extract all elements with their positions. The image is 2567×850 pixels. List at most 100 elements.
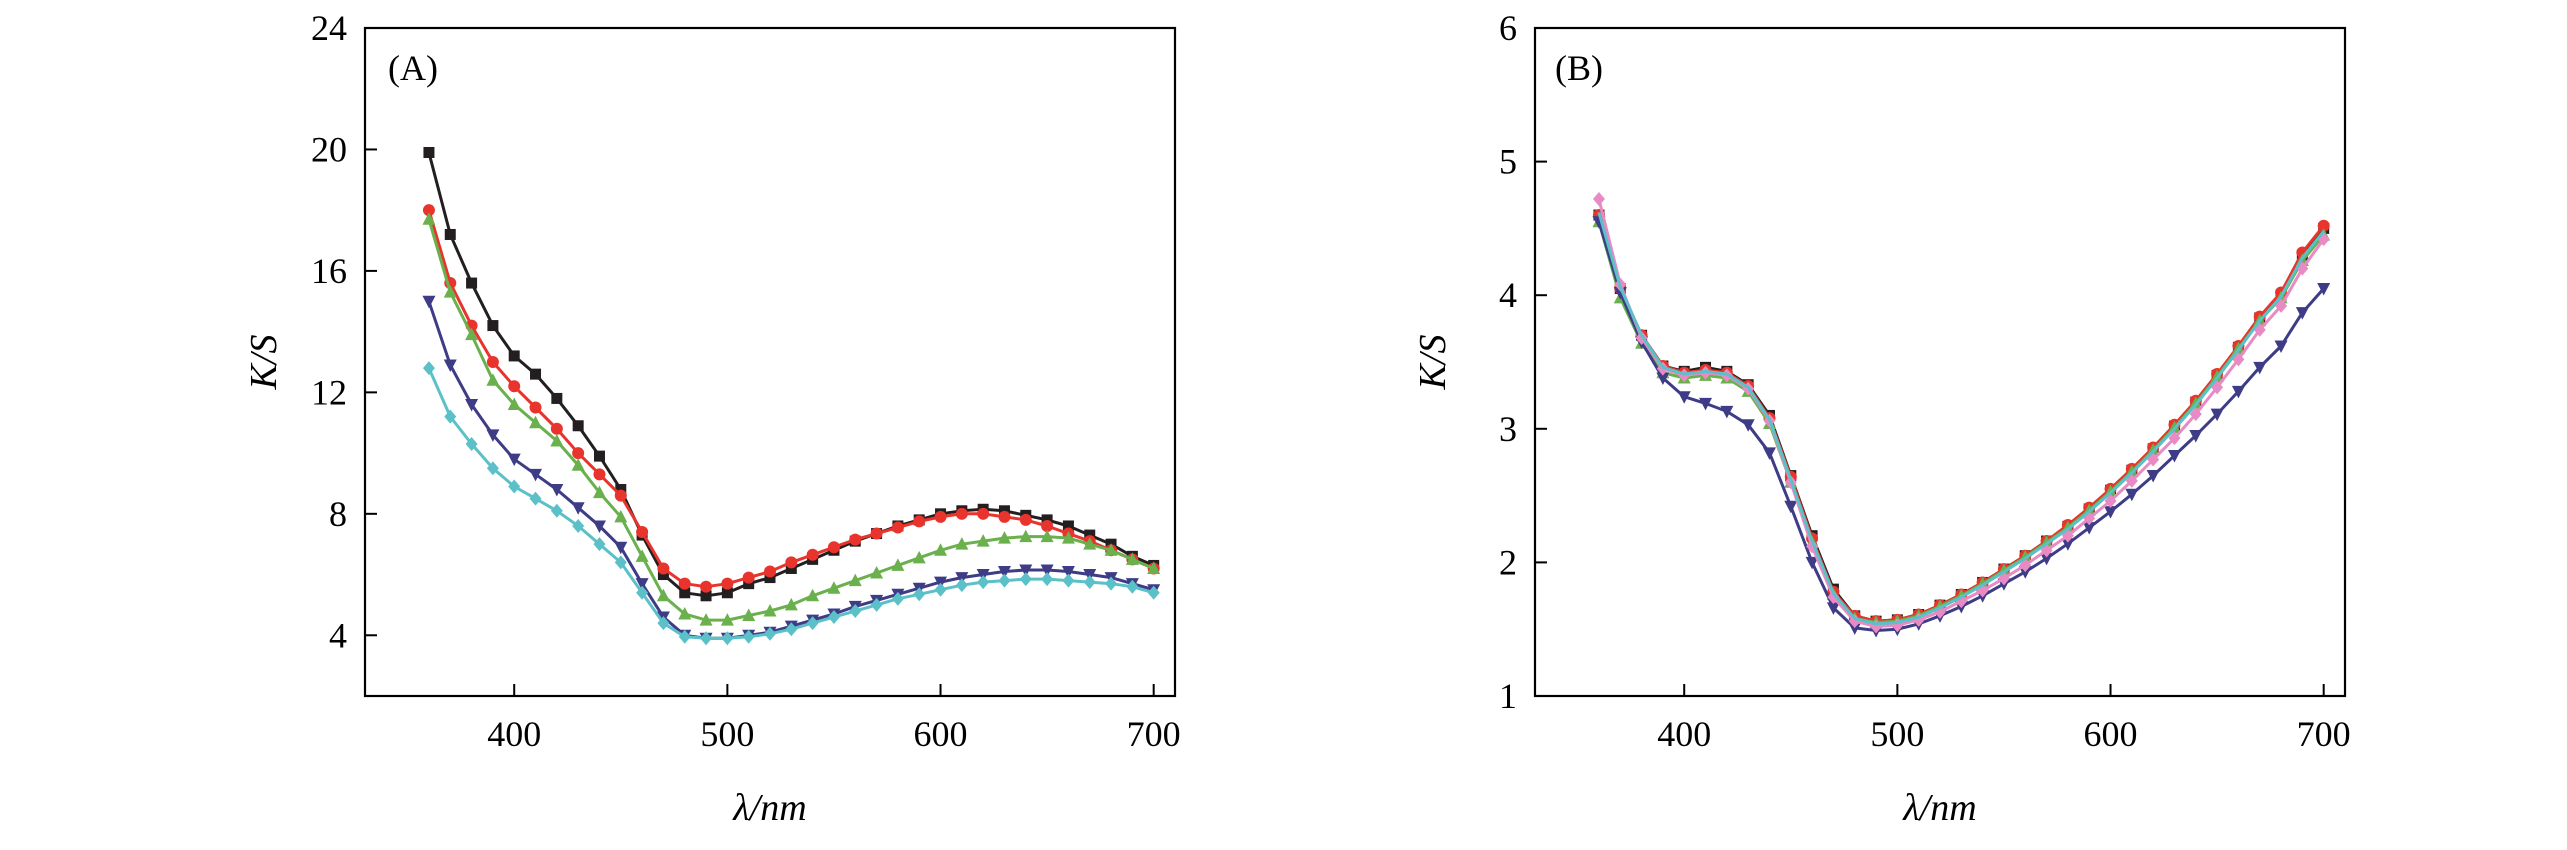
data-point-a-2 xyxy=(977,507,990,520)
data-point-a-1 xyxy=(700,590,712,602)
y-tick-label-b: 3 xyxy=(1499,409,1517,449)
data-point-a-1 xyxy=(530,368,542,380)
data-point-b-5 xyxy=(2189,407,2202,422)
series-line-b-6 xyxy=(1597,211,2325,626)
data-point-a-1 xyxy=(743,578,755,590)
data-point-a-5 xyxy=(913,587,926,602)
data-point-a-5 xyxy=(955,578,968,593)
data-point-a-4 xyxy=(614,541,628,555)
data-point-a-1 xyxy=(764,572,776,584)
data-point-a-1 xyxy=(998,505,1010,517)
data-point-a-5 xyxy=(444,409,457,424)
data-point-a-1 xyxy=(593,450,605,462)
data-point-a-4 xyxy=(1040,564,1054,577)
data-point-b-4 xyxy=(2104,506,2118,519)
data-point-a-5 xyxy=(785,622,798,637)
x-tick-label-b: 700 xyxy=(2297,714,2351,754)
data-point-b-4 xyxy=(1656,372,1670,386)
data-point-b-2 xyxy=(2317,219,2330,232)
data-point-a-5 xyxy=(1041,572,1054,587)
data-point-a-2 xyxy=(614,489,627,502)
data-point-b-5 xyxy=(1827,590,1840,605)
data-point-b-4 xyxy=(2189,429,2203,443)
series-b-1 xyxy=(1593,209,2330,627)
data-point-a-2 xyxy=(529,401,542,414)
data-point-a-5 xyxy=(1147,585,1160,600)
x-ticks-b: 400 500 600 700 xyxy=(1657,684,2351,754)
data-point-a-2 xyxy=(742,571,755,584)
data-point-b-4 xyxy=(2061,538,2075,551)
data-point-b-4 xyxy=(1784,500,1798,514)
data-point-a-4 xyxy=(443,359,457,373)
data-point-b-5 xyxy=(1848,614,1861,629)
data-point-a-1 xyxy=(785,562,797,574)
data-point-a-3 xyxy=(1104,543,1118,556)
data-point-a-2 xyxy=(1041,519,1054,532)
y-tick-label-b: 2 xyxy=(1499,542,1517,582)
data-point-a-3 xyxy=(465,327,479,341)
data-point-a-3 xyxy=(784,597,798,611)
plot-frame-b xyxy=(1533,26,2347,698)
data-point-b-4 xyxy=(1720,405,1734,419)
data-point-a-3 xyxy=(1083,537,1097,550)
data-point-a-5 xyxy=(806,616,819,631)
data-point-a-5 xyxy=(508,479,521,494)
data-point-a-5 xyxy=(934,582,947,597)
y-tick-label-b: 5 xyxy=(1499,142,1517,182)
data-point-a-5 xyxy=(572,518,585,533)
data-point-b-4 xyxy=(1677,391,1691,404)
data-point-a-5 xyxy=(891,591,904,606)
panel-label-b: (B) xyxy=(1555,48,1603,88)
data-point-a-2 xyxy=(998,510,1011,523)
data-point-a-1 xyxy=(657,569,669,581)
data-point-a-3 xyxy=(742,608,756,622)
data-point-a-2 xyxy=(678,577,691,590)
data-point-b-4 xyxy=(2231,385,2245,399)
y-ticks-b: 1 2 3 4 5 6 xyxy=(1499,8,1547,716)
y-tick-label-a: 4 xyxy=(329,615,347,655)
data-point-a-4 xyxy=(571,502,585,515)
y-axis-label-a: K/S xyxy=(243,335,285,391)
data-point-a-2 xyxy=(636,526,649,539)
data-point-a-3 xyxy=(1061,531,1075,544)
data-point-b-4 xyxy=(1848,622,1862,635)
data-point-b-5 xyxy=(1592,192,1605,207)
data-point-a-3 xyxy=(571,458,585,471)
data-point-a-2 xyxy=(486,356,499,368)
data-point-a-5 xyxy=(742,629,755,644)
data-point-a-5 xyxy=(593,537,606,552)
data-point-a-1 xyxy=(1084,529,1096,541)
data-point-a-2 xyxy=(785,556,798,569)
data-point-a-3 xyxy=(550,433,564,447)
data-point-a-3 xyxy=(614,509,628,523)
data-point-a-1 xyxy=(444,228,456,240)
data-point-a-5 xyxy=(465,436,478,451)
y-tick-label-a: 12 xyxy=(311,372,347,412)
data-point-a-4 xyxy=(529,468,543,482)
x-tick-label-a: 700 xyxy=(1127,714,1181,754)
data-point-a-1 xyxy=(1041,514,1053,526)
data-point-a-5 xyxy=(998,573,1011,588)
data-point-a-3 xyxy=(955,537,969,550)
data-point-a-5 xyxy=(422,361,435,376)
x-tick-label-a: 500 xyxy=(700,714,754,754)
data-point-a-5 xyxy=(827,610,840,625)
data-point-a-3 xyxy=(592,485,606,499)
data-point-a-3 xyxy=(848,573,862,587)
data-point-a-1 xyxy=(423,146,435,158)
chart-panel-a: (A) 4 8 12 16 20 24 400 500 600 700 λ/nm K/S xyxy=(243,8,1181,829)
data-point-a-5 xyxy=(721,631,734,646)
plot-frame-a xyxy=(363,26,1177,698)
x-tick-label-a: 400 xyxy=(487,714,541,754)
data-point-b-4 xyxy=(2274,340,2288,353)
data-point-a-5 xyxy=(550,503,563,518)
data-point-a-3 xyxy=(699,613,713,626)
x-tick-label-a: 600 xyxy=(914,714,968,754)
data-point-b-4 xyxy=(2082,522,2096,535)
data-point-a-3 xyxy=(870,566,884,579)
data-point-a-1 xyxy=(615,484,627,496)
data-point-a-2 xyxy=(593,468,606,481)
data-point-b-4 xyxy=(2040,552,2054,566)
y-tick-label-b: 1 xyxy=(1499,676,1517,716)
data-point-a-3 xyxy=(1147,561,1161,574)
